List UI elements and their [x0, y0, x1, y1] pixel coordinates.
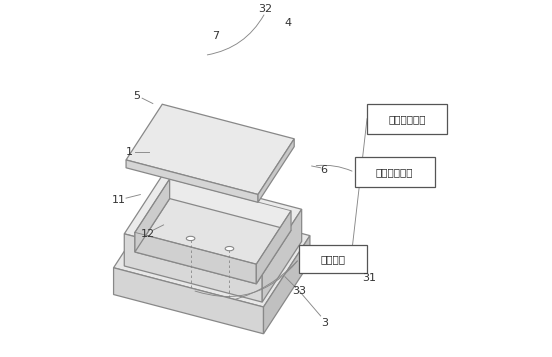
Polygon shape: [114, 196, 310, 307]
Bar: [354, 157, 435, 187]
Text: 3: 3: [321, 318, 328, 328]
Polygon shape: [263, 236, 310, 334]
Text: 1: 1: [126, 147, 133, 157]
Polygon shape: [114, 268, 263, 334]
Text: 外界直流电源: 外界直流电源: [376, 167, 413, 177]
Text: 4: 4: [285, 18, 292, 28]
Text: 31: 31: [362, 273, 376, 283]
Polygon shape: [135, 198, 291, 284]
Text: 5: 5: [133, 91, 140, 101]
Ellipse shape: [225, 246, 233, 251]
Text: 7: 7: [212, 31, 219, 41]
Polygon shape: [262, 209, 302, 302]
Polygon shape: [135, 232, 256, 284]
Text: 推注装置: 推注装置: [321, 254, 346, 264]
Text: 33: 33: [292, 286, 306, 296]
Bar: [367, 104, 447, 134]
Text: 12: 12: [140, 229, 155, 239]
Bar: [299, 245, 367, 273]
Polygon shape: [124, 173, 302, 270]
Text: 6: 6: [321, 165, 328, 175]
Text: 高压直流电源: 高压直流电源: [389, 114, 426, 124]
Text: 32: 32: [258, 4, 272, 14]
Polygon shape: [124, 234, 262, 302]
Polygon shape: [126, 104, 294, 195]
Text: 11: 11: [112, 195, 126, 205]
Polygon shape: [258, 139, 294, 202]
Ellipse shape: [187, 236, 195, 241]
Polygon shape: [135, 179, 169, 252]
Polygon shape: [126, 160, 258, 202]
Polygon shape: [256, 211, 291, 284]
